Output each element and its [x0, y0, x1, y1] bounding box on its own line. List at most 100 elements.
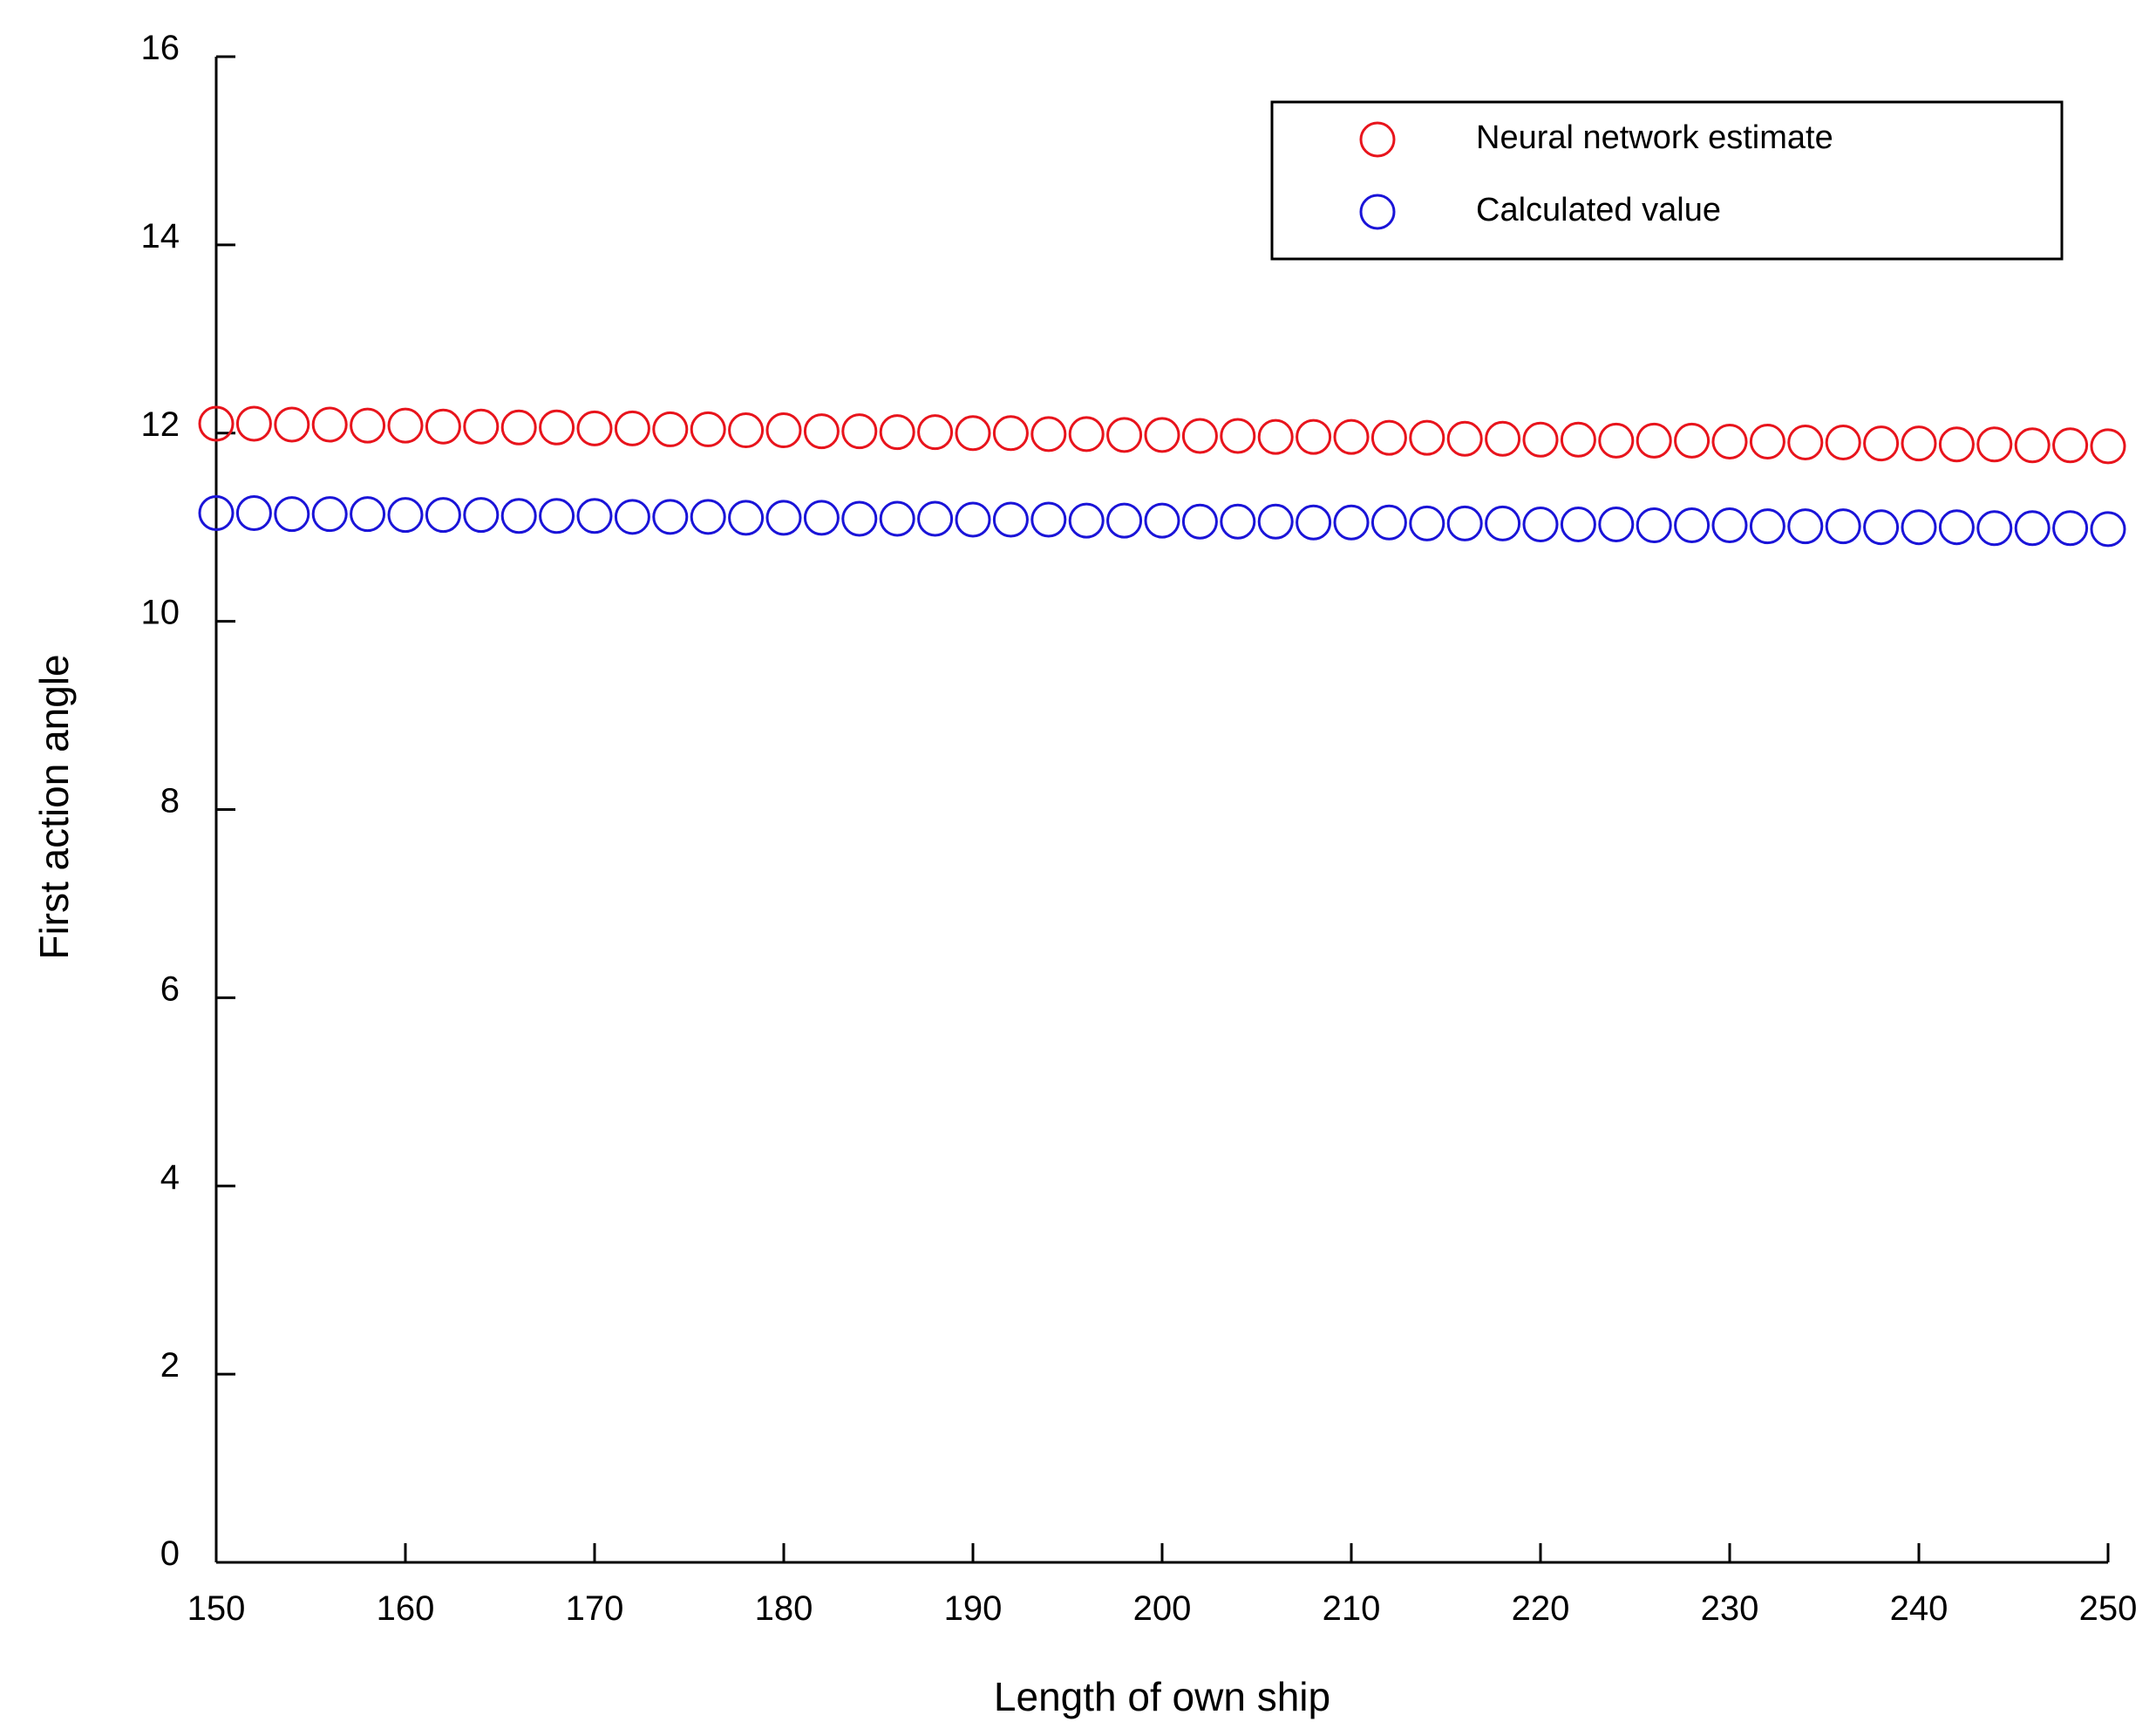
- point-neural-network-estimate: [1560, 421, 1596, 458]
- point-calculated-value: [992, 501, 1029, 538]
- point-neural-network-estimate: [235, 405, 272, 442]
- point-calculated-value: [1598, 506, 1635, 542]
- y-tick-label: 6: [160, 970, 180, 1008]
- legend-marker-calculated-value: [1359, 194, 1396, 230]
- point-calculated-value: [1636, 507, 1672, 544]
- x-tick-label: 220: [1512, 1589, 1570, 1628]
- point-calculated-value: [576, 498, 613, 534]
- point-calculated-value: [1522, 506, 1559, 542]
- point-neural-network-estimate: [1749, 423, 1785, 459]
- x-tick-label: 170: [566, 1589, 624, 1628]
- point-calculated-value: [1257, 503, 1294, 540]
- point-calculated-value: [2014, 510, 2051, 547]
- point-calculated-value: [198, 494, 235, 531]
- point-neural-network-estimate: [1370, 419, 1407, 456]
- point-calculated-value: [1749, 508, 1785, 545]
- point-calculated-value: [879, 500, 915, 537]
- point-calculated-value: [387, 497, 424, 534]
- y-tick-label: 8: [160, 782, 180, 820]
- y-tick-label: 2: [160, 1346, 180, 1385]
- y-tick-label: 16: [141, 29, 180, 67]
- point-neural-network-estimate: [1901, 425, 1937, 462]
- x-tick-label: 200: [1133, 1589, 1192, 1628]
- point-neural-network-estimate: [1598, 422, 1635, 459]
- point-neural-network-estimate: [311, 406, 348, 443]
- point-neural-network-estimate: [1787, 425, 1824, 461]
- point-calculated-value: [350, 496, 386, 533]
- point-calculated-value: [614, 499, 650, 535]
- x-tick-label: 180: [755, 1589, 813, 1628]
- point-calculated-value: [1863, 509, 1900, 546]
- point-calculated-value: [1446, 505, 1483, 541]
- point-neural-network-estimate: [1636, 422, 1672, 459]
- point-calculated-value: [1976, 510, 2013, 547]
- x-tick-label: 150: [187, 1589, 246, 1628]
- point-calculated-value: [728, 500, 765, 536]
- point-calculated-value: [1787, 508, 1824, 545]
- point-calculated-value: [917, 500, 954, 537]
- point-calculated-value: [1825, 508, 1861, 545]
- point-neural-network-estimate: [652, 411, 689, 447]
- point-calculated-value: [1144, 502, 1180, 539]
- point-calculated-value: [539, 498, 575, 534]
- point-neural-network-estimate: [1674, 422, 1711, 459]
- point-calculated-value: [1181, 503, 1218, 540]
- point-calculated-value: [652, 499, 689, 535]
- point-calculated-value: [2090, 511, 2126, 548]
- point-calculated-value: [765, 500, 802, 536]
- y-tick-label: 12: [141, 405, 180, 444]
- point-neural-network-estimate: [198, 405, 235, 442]
- point-neural-network-estimate: [955, 415, 991, 452]
- point-calculated-value: [955, 501, 991, 538]
- point-neural-network-estimate: [1485, 420, 1521, 457]
- point-calculated-value: [1938, 509, 1975, 546]
- point-neural-network-estimate: [1863, 425, 1900, 462]
- point-neural-network-estimate: [614, 410, 650, 446]
- point-neural-network-estimate: [765, 412, 802, 449]
- point-calculated-value: [500, 498, 537, 534]
- point-neural-network-estimate: [2014, 427, 2051, 464]
- y-tick-label: 14: [141, 217, 180, 255]
- point-neural-network-estimate: [1144, 417, 1180, 453]
- point-neural-network-estimate: [1446, 420, 1483, 457]
- point-neural-network-estimate: [728, 412, 765, 449]
- data-points: [198, 405, 2126, 548]
- point-calculated-value: [841, 500, 878, 537]
- x-tick-label: 190: [944, 1589, 1003, 1628]
- point-calculated-value: [690, 499, 726, 535]
- point-calculated-value: [1030, 501, 1067, 538]
- point-calculated-value: [1106, 502, 1143, 539]
- point-neural-network-estimate: [1068, 416, 1105, 452]
- point-neural-network-estimate: [2090, 428, 2126, 465]
- y-tick-label: 4: [160, 1158, 180, 1196]
- legend-marker-neural-network-estimate: [1359, 121, 1396, 158]
- point-neural-network-estimate: [1181, 418, 1218, 454]
- y-tick-label: 10: [141, 594, 180, 632]
- point-neural-network-estimate: [1711, 423, 1748, 459]
- point-calculated-value: [1674, 507, 1711, 544]
- y-tick-label: 0: [160, 1534, 180, 1573]
- point-neural-network-estimate: [1257, 418, 1294, 455]
- point-calculated-value: [1560, 506, 1596, 542]
- x-tick-label: 250: [2079, 1589, 2138, 1628]
- y-axis-title-group: First action angle: [31, 654, 77, 959]
- point-calculated-value: [463, 497, 500, 534]
- point-calculated-value: [1711, 507, 1748, 544]
- point-neural-network-estimate: [1409, 419, 1445, 456]
- point-neural-network-estimate: [1030, 416, 1067, 452]
- point-neural-network-estimate: [350, 407, 386, 444]
- axes: 150 160 170 180 190 200 210 220 230 240 250 0 2 4 6 8 10…: [141, 29, 2138, 1628]
- point-calculated-value: [425, 497, 461, 534]
- point-calculated-value: [1370, 504, 1407, 541]
- legend-label-neural-network-estimate: Neural network estimate: [1476, 119, 1833, 156]
- point-calculated-value: [2052, 510, 2089, 547]
- x-tick-label: 210: [1323, 1589, 1381, 1628]
- point-calculated-value: [274, 496, 310, 533]
- point-neural-network-estimate: [2052, 427, 2089, 464]
- point-calculated-value: [235, 494, 272, 531]
- point-neural-network-estimate: [1106, 417, 1143, 453]
- series-calculated-value: [198, 494, 2126, 548]
- point-neural-network-estimate: [539, 409, 575, 446]
- y-axis-title: First action angle: [31, 654, 77, 959]
